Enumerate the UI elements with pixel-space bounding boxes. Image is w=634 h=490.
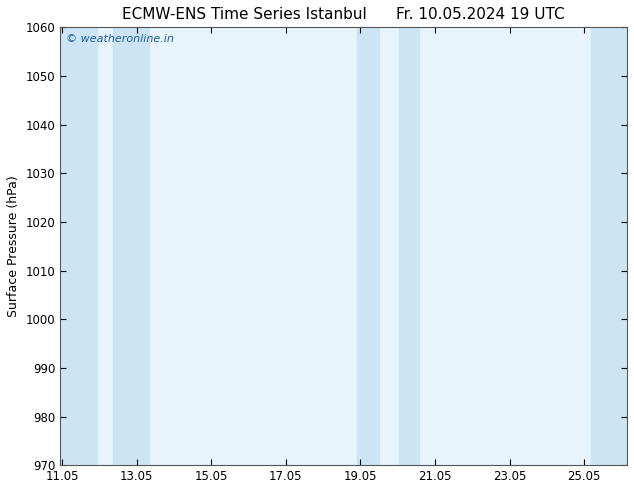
- Bar: [590, 27, 627, 465]
- Title: ECMW-ENS Time Series Istanbul      Fr. 10.05.2024 19 UTC: ECMW-ENS Time Series Istanbul Fr. 10.05.…: [122, 7, 565, 22]
- Y-axis label: Surface Pressure (hPa): Surface Pressure (hPa): [7, 175, 20, 317]
- Bar: [113, 27, 149, 465]
- Bar: [357, 27, 378, 465]
- Bar: [60, 27, 98, 465]
- Text: © weatheronline.in: © weatheronline.in: [66, 34, 174, 44]
- Bar: [399, 27, 419, 465]
